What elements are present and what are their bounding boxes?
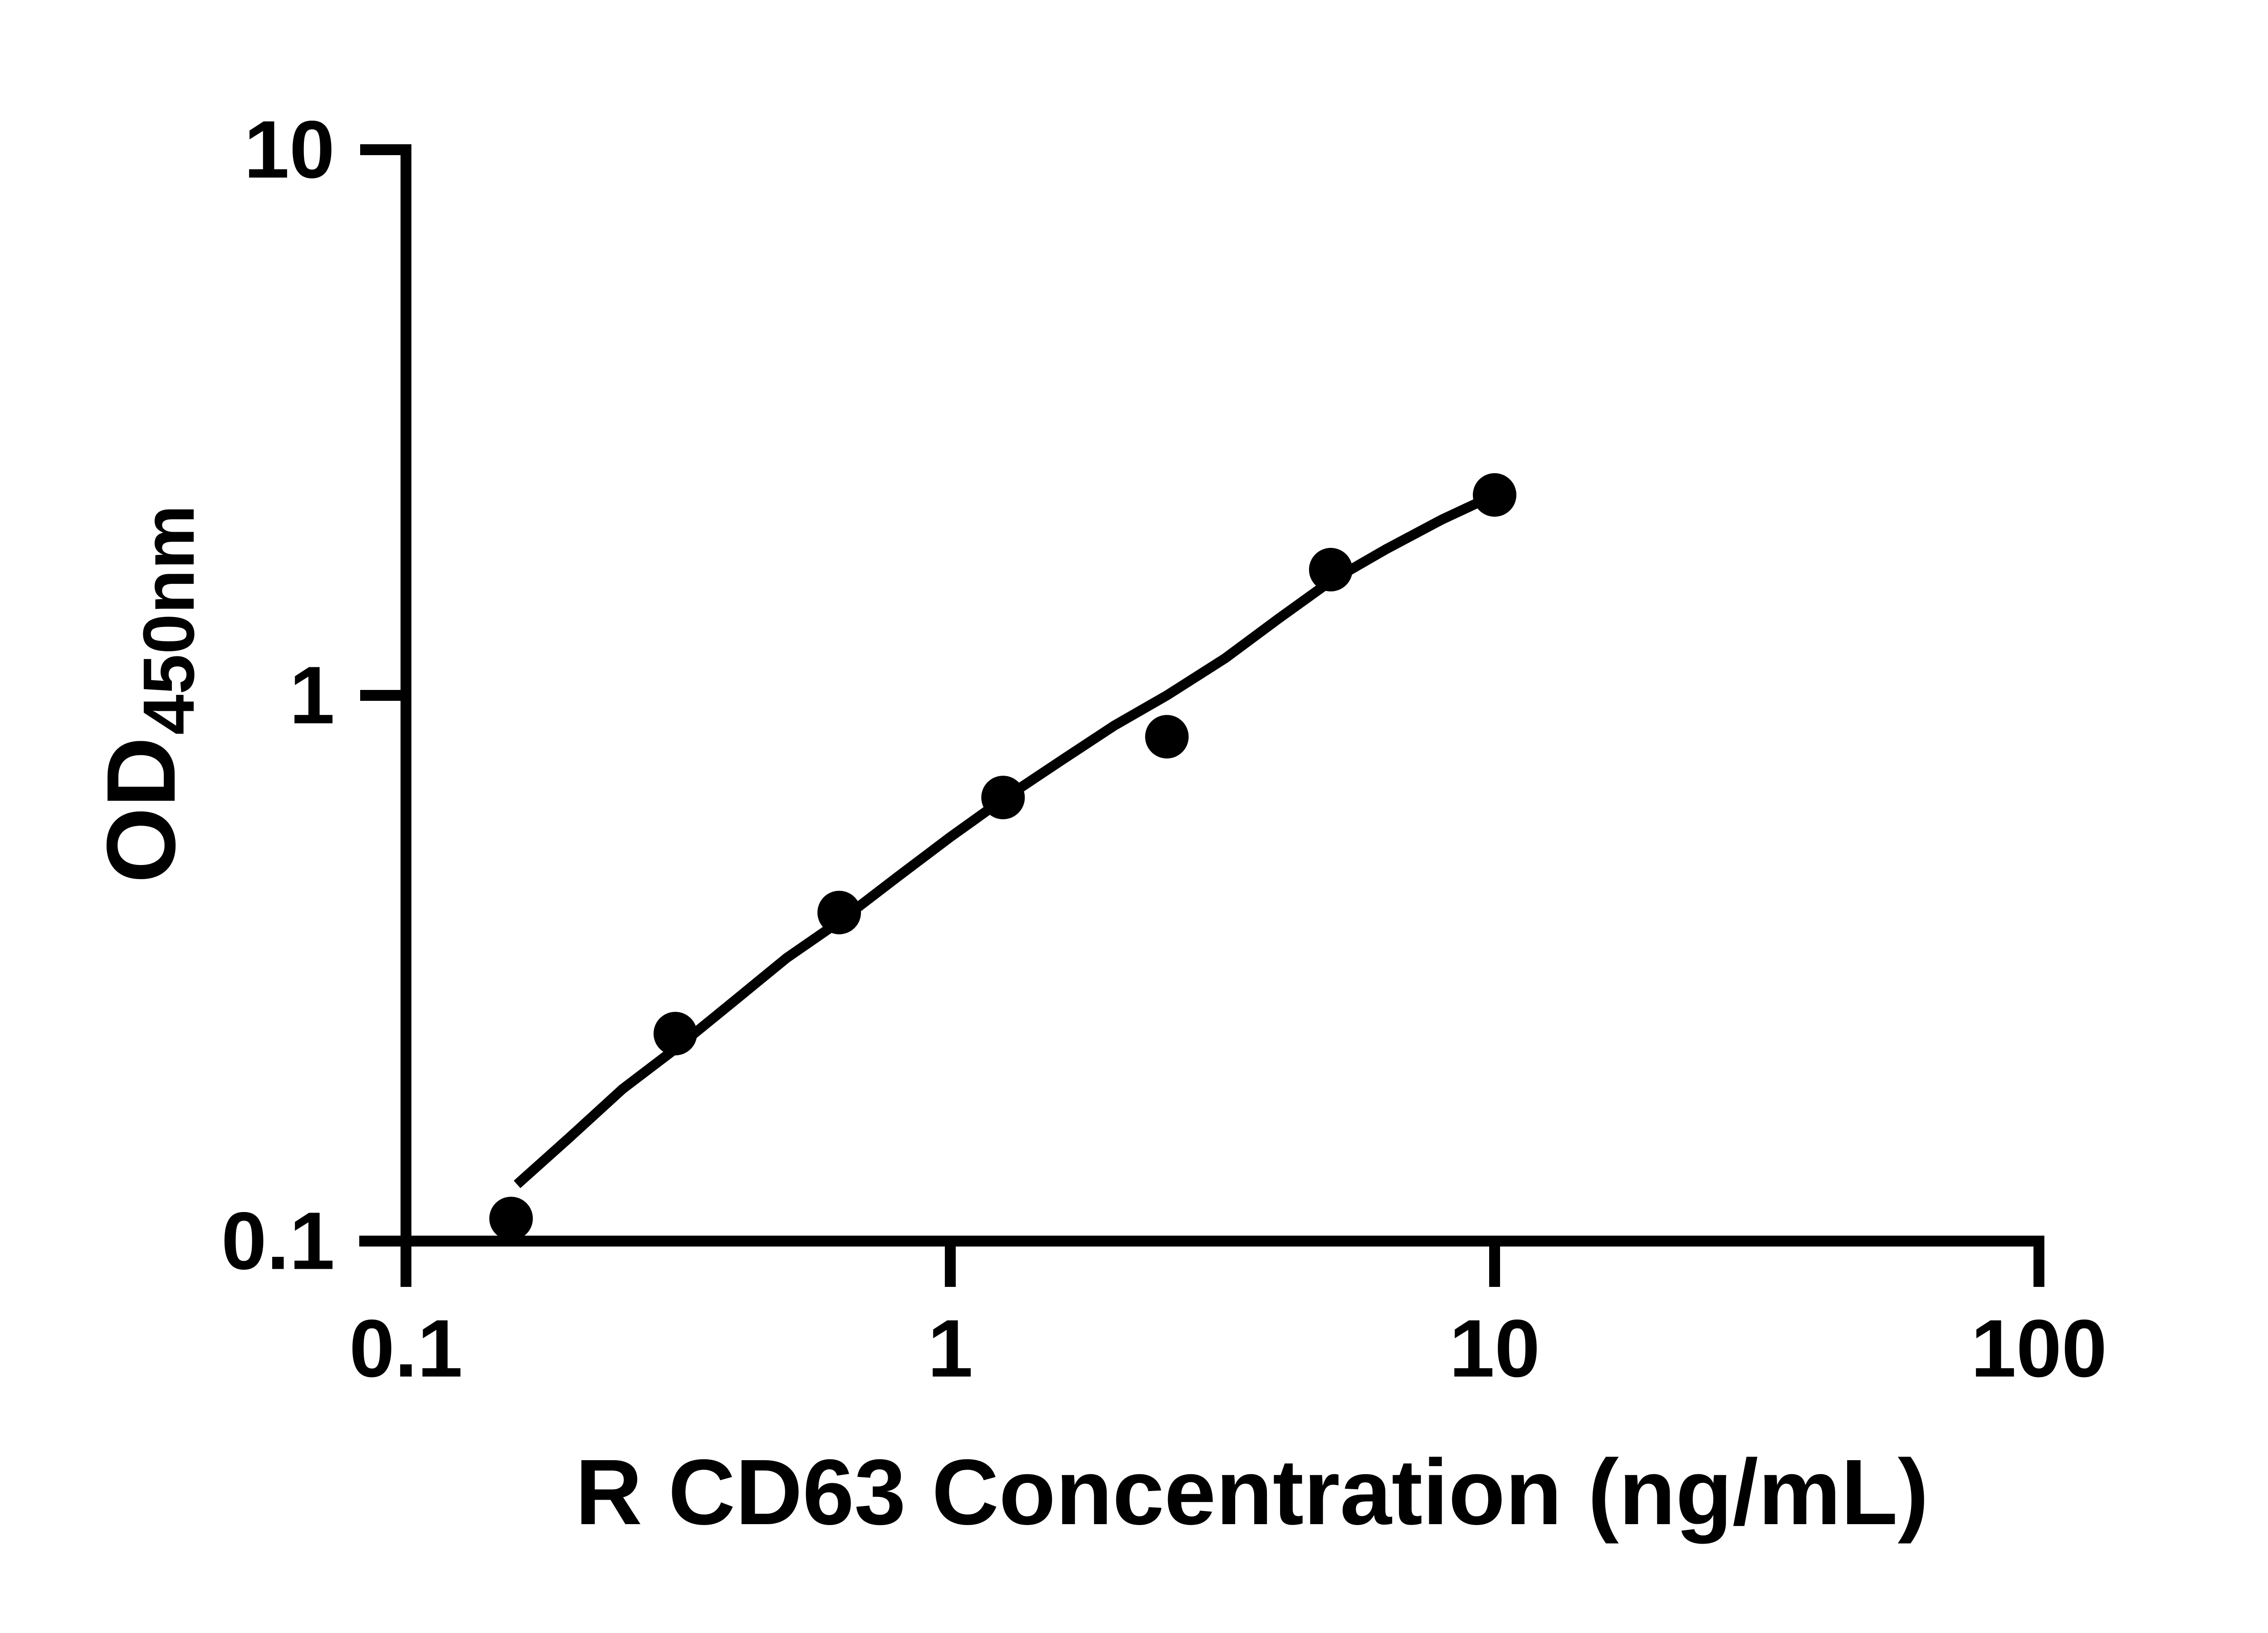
x-tick-label: 100: [1971, 1303, 2107, 1394]
x-axis-tick-labels: 0.1 1 10 100: [349, 1303, 2107, 1394]
y-tick-label: 1: [289, 650, 335, 741]
x-axis-title: R CD63 Concentration (ng/mL): [575, 1440, 1929, 1544]
data-point: [1145, 715, 1189, 759]
data-point: [1473, 473, 1516, 517]
data-point-series: [489, 473, 1516, 1241]
data-point: [981, 776, 1025, 820]
x-axis-ticks: [401, 1241, 2044, 1287]
x-tick-label: 10: [1449, 1303, 1540, 1394]
y-axis-title-main: OD: [86, 737, 196, 883]
fit-curve: [513, 490, 1497, 1188]
data-point: [489, 1197, 533, 1241]
y-tick-label: 0.1: [221, 1196, 335, 1287]
x-tick-label: 1: [928, 1303, 973, 1394]
data-point: [1309, 548, 1353, 592]
y-axis-title-subscript: 450nm: [128, 505, 209, 735]
data-point: [653, 1012, 697, 1056]
y-axis-tick-labels: 0.1 1 10: [221, 104, 335, 1287]
plot-area: [489, 473, 1516, 1241]
axes: [359, 144, 2044, 1287]
y-axis-title: OD 450nm: [86, 505, 209, 883]
y-axis-ticks: [360, 144, 406, 1247]
data-point: [817, 890, 861, 934]
y-tick-label: 10: [244, 104, 335, 196]
x-tick-label: 0.1: [349, 1303, 463, 1394]
